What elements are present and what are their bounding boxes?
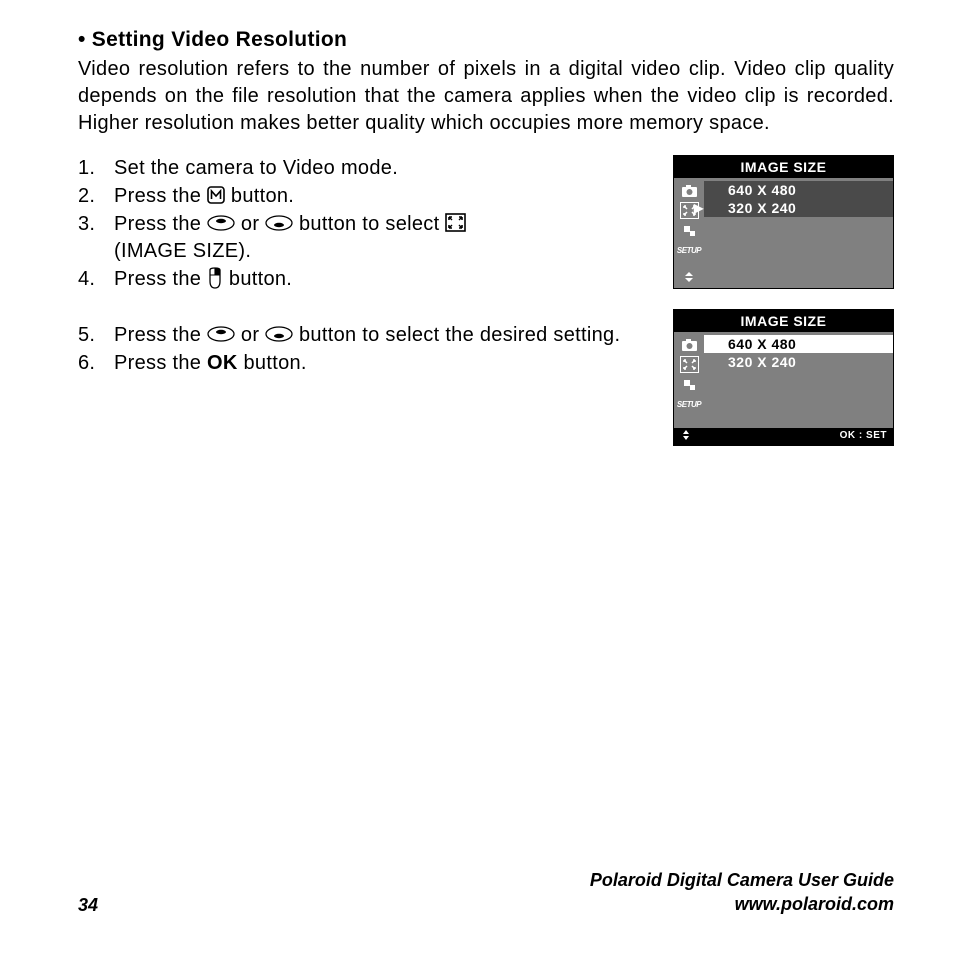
intro-paragraph: Video resolution refers to the number of… <box>78 56 894 137</box>
screen-title: IMAGE SIZE <box>674 156 893 178</box>
up-button-icon <box>207 326 235 342</box>
text-fragment: or <box>235 213 265 235</box>
text-fragment: Press the <box>114 185 207 207</box>
step-text: Press the or button to select (IMAGE SIZ… <box>114 211 653 265</box>
screen-body: SETUP 640 X 480 ▶320 X 240 <box>674 178 893 288</box>
step-number: 2. <box>78 183 114 210</box>
text-fragment: (IMAGE SIZE). <box>114 240 251 262</box>
footer-line-1: Polaroid Digital Camera User Guide <box>590 869 894 892</box>
right-mouse-icon <box>207 267 223 289</box>
text-fragment: Press the <box>114 352 207 374</box>
lcd-screen-1: IMAGE SIZE SETUP 640 X 480 ▶320 X 240 <box>673 155 894 289</box>
camera-icon <box>680 182 699 199</box>
option-label: 320 X 240 <box>728 200 796 216</box>
step-text: Press the or button to select the desire… <box>114 322 653 349</box>
option-640-selected: 640 X 480 <box>704 335 893 353</box>
option-label: 320 X 240 <box>728 354 796 370</box>
screens-column: IMAGE SIZE SETUP 640 X 480 ▶320 X 240 IM… <box>673 155 894 466</box>
ok-label: OK <box>207 352 238 374</box>
page-footer: 34 Polaroid Digital Camera User Guide ww… <box>78 869 894 916</box>
text-fragment: Press the <box>114 268 207 290</box>
camera-icon <box>680 336 699 353</box>
step-number: 5. <box>78 322 114 349</box>
text-fragment: or <box>235 324 265 346</box>
up-button-icon <box>207 215 235 231</box>
image-size-icon <box>445 213 466 232</box>
footer-ok-set: OK : SET <box>840 430 887 443</box>
screen-sidebar: SETUP <box>674 332 704 428</box>
footer-line-2: www.polaroid.com <box>590 893 894 916</box>
lcd-screen-2: IMAGE SIZE SETUP 640 X 480 320 X 240 OK … <box>673 309 894 446</box>
updown-icon <box>680 430 692 443</box>
screen-body: SETUP 640 X 480 320 X 240 <box>674 332 893 428</box>
text-fragment: button to select <box>293 213 445 235</box>
text-fragment: button to select the desired setting. <box>293 324 620 346</box>
screen-footer: OK : SET <box>674 428 893 445</box>
menu-m-icon <box>207 186 225 204</box>
step-number: 6. <box>78 350 114 377</box>
option-640: 640 X 480 <box>704 181 893 199</box>
footer-right: Polaroid Digital Camera User Guide www.p… <box>590 869 894 916</box>
screen-title: IMAGE SIZE <box>674 310 893 332</box>
text-fragment: button. <box>223 268 292 290</box>
content-row: 1. Set the camera to Video mode. 2. Pres… <box>78 155 894 466</box>
steps-list: 1. Set the camera to Video mode. 2. Pres… <box>78 155 673 378</box>
step-2: 2. Press the button. <box>78 183 653 210</box>
step-1: 1. Set the camera to Video mode. <box>78 155 653 182</box>
step-text: Press the OK button. <box>114 350 653 377</box>
heading-text: Setting Video Resolution <box>92 28 347 51</box>
screen-options: 640 X 480 ▶320 X 240 <box>704 178 893 288</box>
selector-arrow-icon: ▶ <box>694 201 704 215</box>
step-number: 3. <box>78 211 114 265</box>
screen-options: 640 X 480 320 X 240 <box>704 332 893 428</box>
down-button-icon <box>265 215 293 231</box>
option-label: 640 X 480 <box>728 182 796 198</box>
image-size-tab-icon <box>680 356 699 373</box>
text-fragment: Press the <box>114 213 207 235</box>
setup-icon: SETUP <box>680 242 699 259</box>
text-fragment: button. <box>225 185 294 207</box>
screen-sidebar: SETUP <box>674 178 704 288</box>
step-number: 1. <box>78 155 114 182</box>
bullet: • <box>78 28 86 51</box>
down-button-icon <box>265 326 293 342</box>
step-text: Press the button. <box>114 266 653 293</box>
step-4: 4. Press the button. <box>78 266 653 293</box>
option-320: 320 X 240 <box>704 353 893 371</box>
text-fragment: Press the <box>114 324 207 346</box>
step-3: 3. Press the or button to select (IMAGE … <box>78 211 653 265</box>
quality-icon <box>680 376 699 393</box>
option-label: 640 X 480 <box>728 336 796 352</box>
step-6: 6. Press the OK button. <box>78 350 653 377</box>
page-number: 34 <box>78 895 98 916</box>
step-5: 5. Press the or button to select the des… <box>78 322 653 349</box>
text-fragment: button. <box>238 352 307 374</box>
section-heading: • Setting Video Resolution <box>78 28 894 52</box>
option-320: ▶320 X 240 <box>704 199 893 217</box>
step-text: Press the button. <box>114 183 653 210</box>
updown-icon <box>680 268 699 285</box>
step-number: 4. <box>78 266 114 293</box>
step-text: Set the camera to Video mode. <box>114 155 653 182</box>
quality-icon <box>680 222 699 239</box>
setup-icon: SETUP <box>680 396 699 413</box>
